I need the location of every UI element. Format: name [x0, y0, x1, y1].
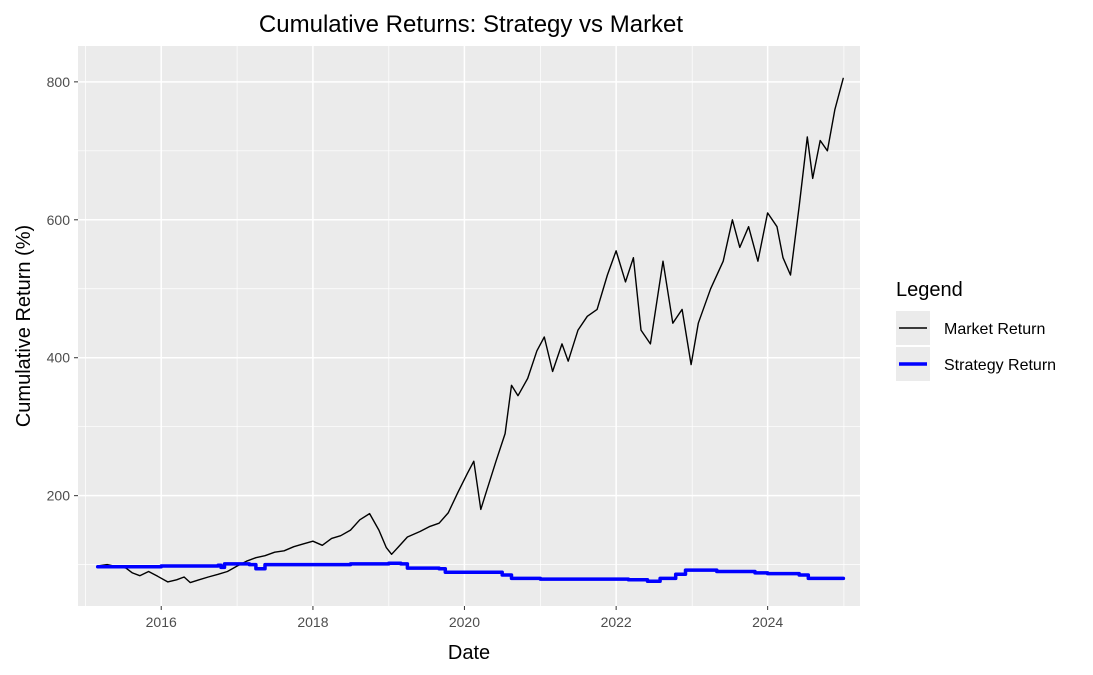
y-axis: 200 400 600 800: [47, 74, 78, 504]
x-tick-label: 2022: [601, 614, 632, 630]
y-tick-label: 400: [47, 350, 71, 366]
chart-title: Cumulative Returns: Strategy vs Market: [259, 11, 683, 38]
x-tick-label: 2024: [752, 614, 783, 630]
series-layer: [95, 77, 846, 584]
legend-title: Legend: [896, 279, 963, 301]
panel-background: [78, 46, 860, 606]
legend-label-strategy: Strategy Return: [944, 357, 1056, 374]
x-tick-label: 2020: [449, 614, 480, 630]
series-line-market-return: [97, 77, 844, 584]
plot-panel: [78, 46, 860, 606]
series-line-strategy-return: [95, 561, 846, 583]
x-tick-label: 2016: [146, 614, 177, 630]
y-axis-title: Cumulative Return (%): [13, 225, 35, 427]
legend-label-market: Market Return: [944, 321, 1045, 338]
grid-major: [78, 46, 860, 606]
y-tick-label: 800: [47, 74, 71, 90]
x-tick-label: 2018: [297, 614, 328, 630]
y-tick-label: 200: [47, 488, 71, 504]
y-tick-label: 600: [47, 212, 71, 228]
x-axis: 2016 2018 2020 2022 2024: [146, 606, 783, 630]
x-axis-title: Date: [448, 642, 490, 664]
legend: Legend Market Return Strategy Return: [896, 279, 1056, 381]
